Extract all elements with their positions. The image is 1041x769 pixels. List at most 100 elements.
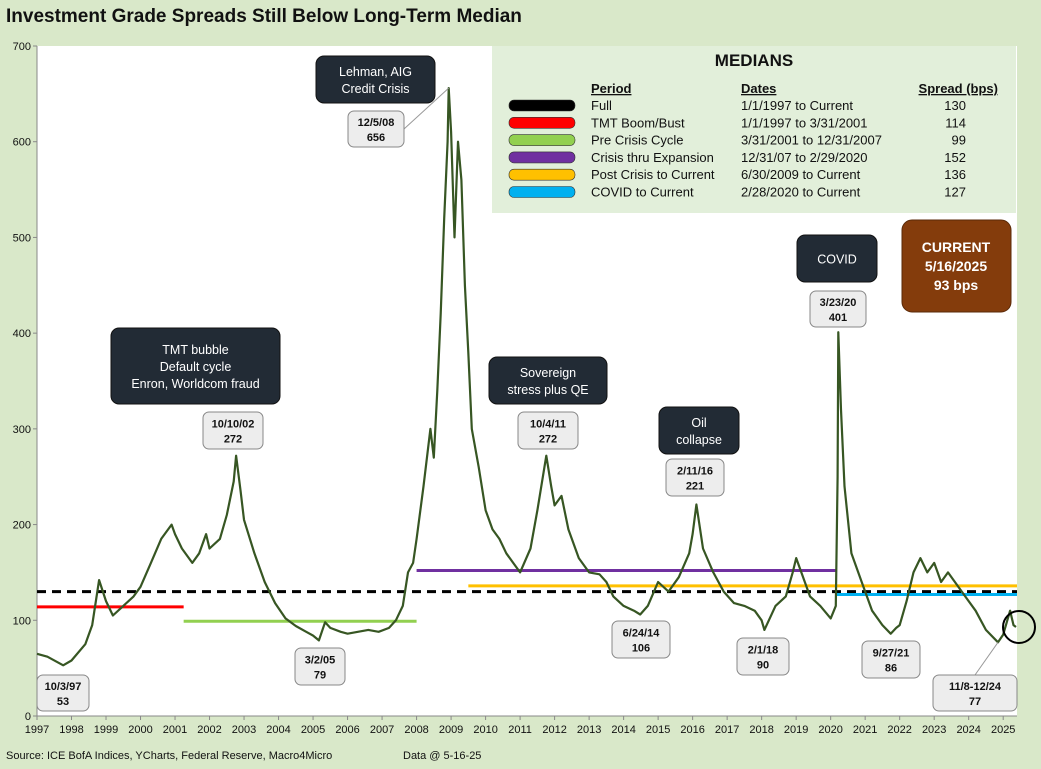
medians-legend-bg	[492, 46, 1016, 213]
legend-swatch	[508, 134, 576, 146]
callout-date: 2/11/16	[677, 466, 713, 478]
callout-low97: 10/3/97 53	[36, 674, 90, 712]
callout-note-box	[488, 356, 608, 405]
legend-dates: 2/28/2020 to Current	[741, 185, 861, 200]
y-tick-label: 300	[13, 424, 31, 436]
callout-note-text: COVID	[817, 253, 857, 267]
current-box: CURRENT 5/16/2025 93 bps	[901, 219, 1012, 313]
legend-dates: 12/31/07 to 2/29/2020	[741, 150, 868, 165]
medians-rows: Full 1/1/1997 to Current 130 TMT Boom/Bust 1…	[508, 98, 966, 200]
current-box-line3: 93 bps	[934, 277, 979, 293]
callout-date: 12/5/08	[358, 117, 395, 129]
callout-value: 106	[632, 643, 650, 655]
callout-leader	[974, 642, 999, 676]
callout-label-box	[517, 411, 579, 450]
x-tick-label: 2024	[956, 724, 980, 736]
legend-spread: 152	[944, 150, 966, 165]
y-tick-label: 600	[13, 137, 31, 149]
x-tick-label: 2011	[508, 724, 532, 736]
legend-period: COVID to Current	[591, 185, 694, 200]
current-box-line2: 5/16/2025	[925, 258, 987, 274]
callout-value: 90	[757, 660, 769, 672]
y-tick-label: 0	[25, 711, 31, 723]
callout-note-text: Credit Crisis	[341, 82, 409, 96]
callout-low24: 11/8-12/24 77	[932, 642, 1018, 712]
x-tick-label: 2012	[542, 724, 566, 736]
x-tick-label: 1999	[94, 724, 118, 736]
callout-label-box	[294, 647, 346, 686]
callout-date: 2/1/18	[748, 645, 779, 657]
x-tick-label: 2022	[887, 724, 911, 736]
x-tick-label: 2001	[163, 724, 187, 736]
callout-note-box	[796, 234, 878, 283]
legend-dates: 1/1/1997 to Current	[741, 98, 853, 113]
x-tick-label: 2010	[473, 724, 497, 736]
callout-lehman: 12/5/08 656 Lehman, AIG Credit Crisis	[315, 55, 450, 148]
spread-series-line	[36, 86, 1017, 667]
callout-value: 272	[539, 434, 557, 446]
y-axis: 0 100 200 300 400 500 600 700	[13, 41, 38, 723]
callout-label-box	[736, 637, 790, 676]
source-note: Source: ICE BofA Indices, YCharts, Feder…	[6, 750, 333, 762]
callouts: 12/5/08 656 Lehman, AIG Credit Crisis 10/10/…	[36, 55, 1018, 712]
x-tick-label: 2009	[439, 724, 463, 736]
x-tick-label: 1997	[25, 724, 49, 736]
x-tick-label: 2002	[197, 724, 221, 736]
callout-date: 10/10/02	[212, 419, 255, 431]
callout-label-box	[861, 640, 921, 679]
callout-value: 656	[367, 132, 385, 144]
x-tick-label: 2018	[749, 724, 773, 736]
legend-swatch	[508, 168, 576, 181]
callout-note-box	[315, 55, 436, 104]
callout-value: 221	[686, 481, 704, 493]
x-tick-label: 2003	[232, 724, 256, 736]
legend-period: Pre Crisis Cycle	[591, 133, 683, 148]
legend-spread: 127	[944, 185, 966, 200]
callout-value: 401	[829, 312, 847, 324]
callout-note-box	[658, 406, 740, 455]
x-tick-label: 2006	[335, 724, 359, 736]
legend-period: Full	[591, 98, 612, 113]
x-tick-label: 1998	[59, 724, 83, 736]
callout-note-text: Oil	[691, 416, 706, 430]
callout-note-text: collapse	[676, 433, 722, 447]
legend-dates: 1/1/1997 to 3/31/2001	[741, 115, 868, 130]
callout-value: 77	[969, 696, 981, 708]
chart-title: Investment Grade Spreads Still Below Lon…	[6, 6, 522, 27]
callout-date: 3/2/05	[305, 655, 336, 667]
x-tick-label: 2017	[715, 724, 739, 736]
callout-date: 3/23/20	[820, 297, 857, 309]
callout-date: 10/3/97	[45, 681, 82, 693]
callout-note-text: TMT bubble	[162, 343, 229, 357]
callout-label-box	[347, 110, 405, 148]
x-tick-label: 2004	[266, 724, 290, 736]
legend-dates: 3/31/2001 to 12/31/2007	[741, 133, 882, 148]
callout-note-text: Default cycle	[160, 360, 232, 374]
legend-spread: 130	[944, 98, 966, 113]
x-tick-label: 2025	[991, 724, 1015, 736]
legend-swatch	[508, 99, 576, 112]
callout-date: 9/27/21	[873, 648, 910, 660]
callout-low18: 2/1/18 90	[736, 637, 790, 676]
legend-dates: 6/30/2009 to Current	[741, 167, 861, 182]
medians-heading: MEDIANS	[715, 51, 793, 70]
legend-period: TMT Boom/Bust	[591, 115, 685, 130]
callout-date: 10/4/11	[530, 419, 566, 431]
callout-low14: 6/24/14 106	[611, 620, 671, 659]
callout-label-box	[809, 290, 867, 328]
callout-label-box	[665, 458, 725, 497]
callout-value: 86	[885, 663, 897, 675]
callout-covid: 3/23/20 401 COVID	[796, 234, 878, 328]
x-tick-label: 2005	[301, 724, 325, 736]
data-date-note: Data @ 5-16-25	[403, 750, 482, 762]
current-box-line1: CURRENT	[922, 239, 991, 255]
callout-value: 79	[314, 670, 326, 682]
y-tick-label: 100	[13, 615, 31, 627]
x-tick-label: 2016	[680, 724, 704, 736]
legend-period: Post Crisis to Current	[591, 167, 715, 182]
callout-value: 53	[57, 696, 69, 708]
legend-spread: 136	[944, 167, 966, 182]
legend-spread: 99	[952, 133, 966, 148]
